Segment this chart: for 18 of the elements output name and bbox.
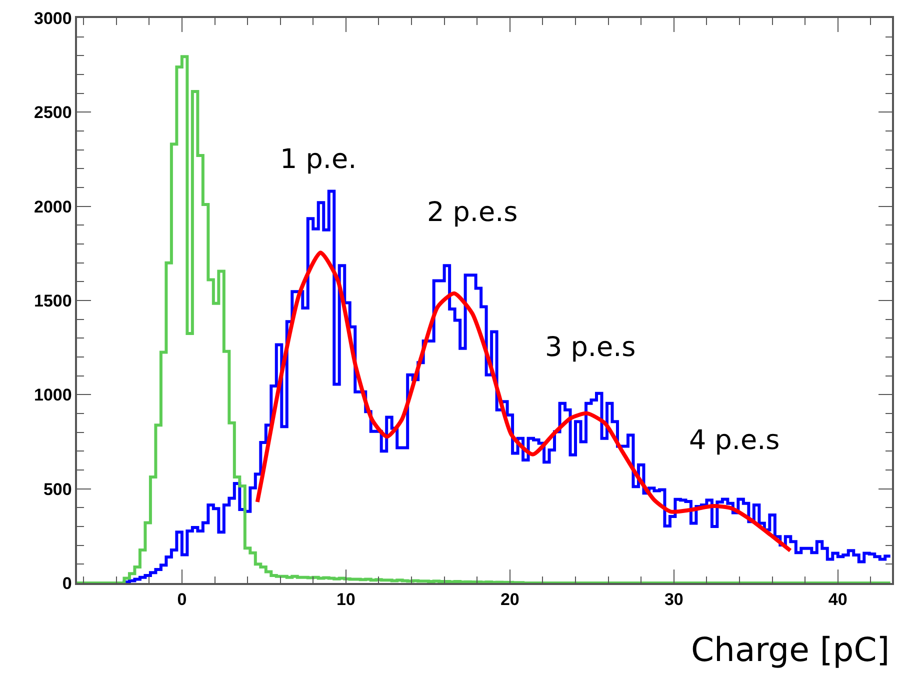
y-tick-label: 500 <box>43 480 72 499</box>
x-tick-label: 20 <box>500 590 520 610</box>
annotation: 4 p.e.s <box>689 425 780 456</box>
annotation: 3 p.e.s <box>545 332 636 363</box>
y-tick-label: 2500 <box>34 103 72 122</box>
y-tick-label: 3000 <box>34 8 72 28</box>
y-tick-label: 1000 <box>34 386 72 405</box>
y-tick-label: 0 <box>62 574 72 593</box>
x-tick-label: 40 <box>828 590 848 610</box>
annotation: 1 p.e. <box>280 144 357 175</box>
y-tick-label: 1500 <box>34 291 72 310</box>
y-tick-label: 2000 <box>34 197 72 216</box>
annotation: 2 p.e.s <box>427 197 518 228</box>
x-tick-label: 0 <box>177 590 187 610</box>
x-tick-label: 10 <box>336 590 356 610</box>
x-tick-label: 30 <box>664 590 684 610</box>
line-series <box>255 250 792 553</box>
x-axis-title: Charge [pC] <box>691 630 890 669</box>
